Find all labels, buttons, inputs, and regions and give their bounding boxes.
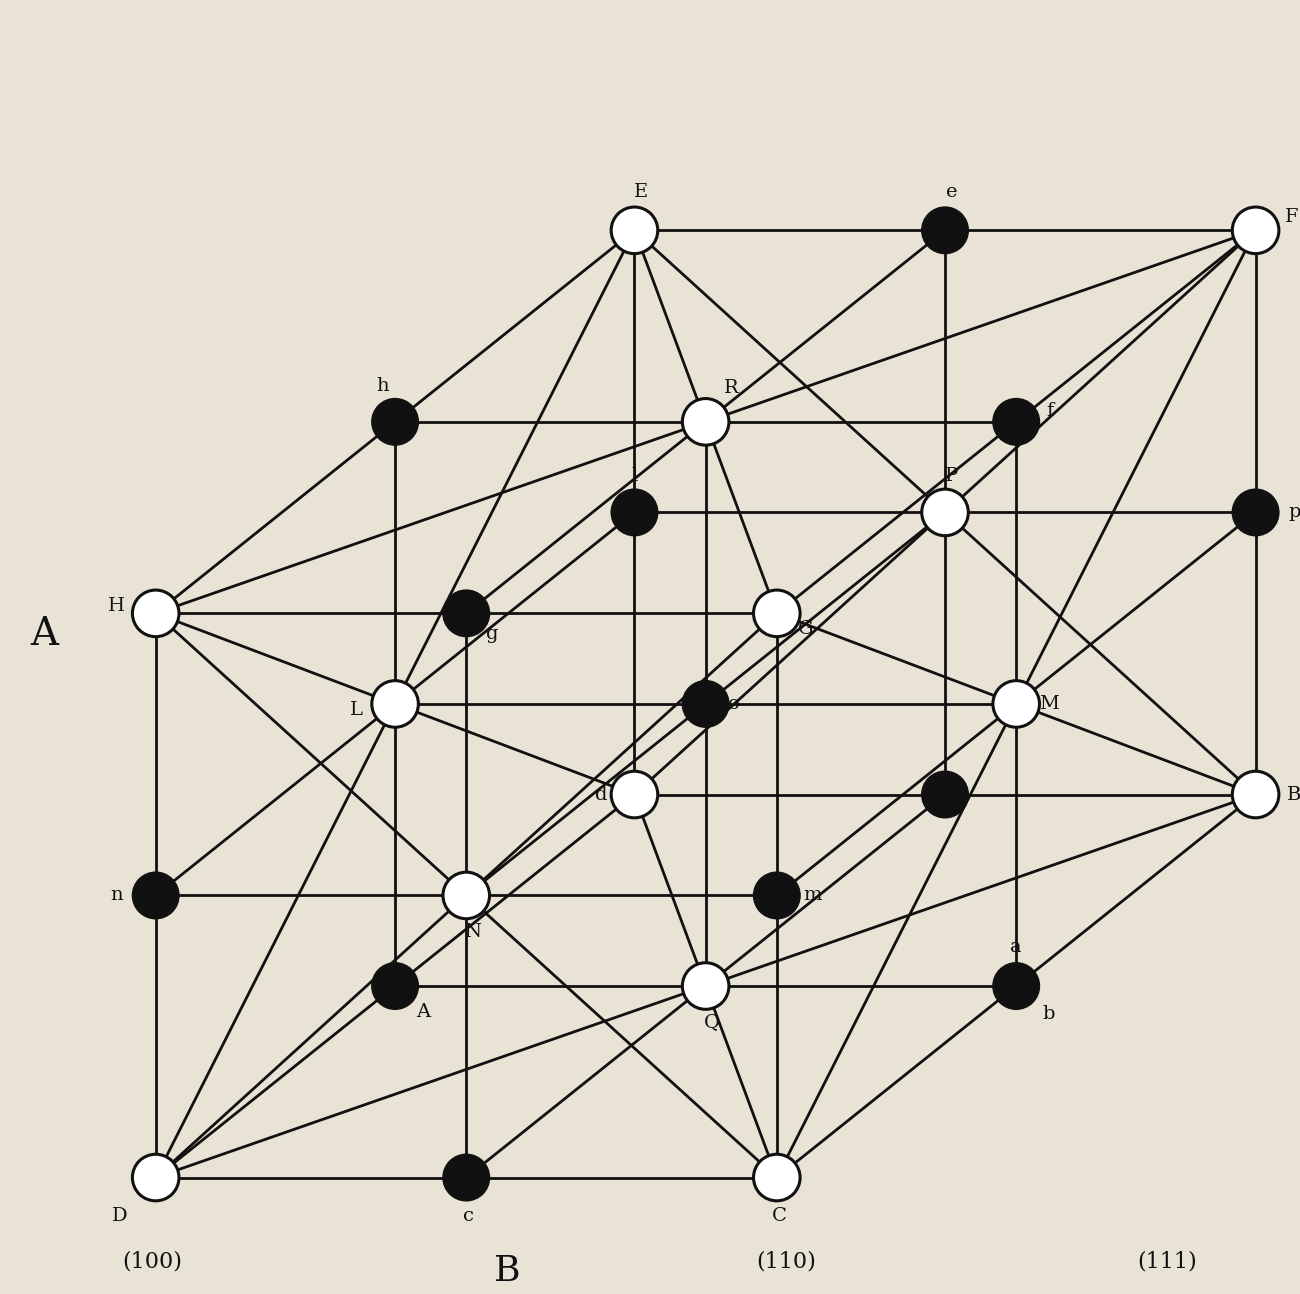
Circle shape xyxy=(993,681,1040,727)
Circle shape xyxy=(1232,489,1279,536)
Text: d: d xyxy=(594,785,607,804)
Text: o: o xyxy=(728,695,740,713)
Circle shape xyxy=(754,872,800,919)
Circle shape xyxy=(372,963,419,1009)
Text: p: p xyxy=(1288,503,1300,521)
Text: m: m xyxy=(803,886,823,905)
Text: B: B xyxy=(494,1254,521,1288)
Text: c: c xyxy=(463,1207,474,1225)
Text: B: B xyxy=(1287,785,1300,804)
Circle shape xyxy=(993,399,1040,445)
Text: D: D xyxy=(112,1207,127,1225)
Circle shape xyxy=(682,399,729,445)
Circle shape xyxy=(682,681,729,727)
Text: A: A xyxy=(416,1003,430,1021)
Text: g: g xyxy=(486,625,498,643)
Circle shape xyxy=(754,590,800,637)
Text: R: R xyxy=(724,379,738,397)
Text: G: G xyxy=(797,620,812,638)
Circle shape xyxy=(993,963,1040,1009)
Circle shape xyxy=(611,207,658,254)
Circle shape xyxy=(133,590,179,637)
Text: h: h xyxy=(376,377,389,395)
Circle shape xyxy=(443,1154,490,1201)
Text: Q: Q xyxy=(705,1013,720,1031)
Text: b: b xyxy=(1043,1005,1054,1024)
Text: C: C xyxy=(772,1207,786,1225)
Text: H: H xyxy=(108,597,125,615)
Circle shape xyxy=(443,872,490,919)
Text: F: F xyxy=(1286,208,1299,226)
Circle shape xyxy=(922,771,968,818)
Circle shape xyxy=(133,1154,179,1201)
Text: E: E xyxy=(634,182,647,201)
Text: M: M xyxy=(1039,695,1058,713)
Text: f: f xyxy=(1046,402,1053,421)
Circle shape xyxy=(1232,207,1279,254)
Text: a: a xyxy=(1010,938,1022,956)
Text: l: l xyxy=(632,467,637,485)
Text: (111): (111) xyxy=(1138,1250,1197,1273)
Text: P: P xyxy=(945,467,958,485)
Circle shape xyxy=(754,1154,800,1201)
Circle shape xyxy=(922,207,968,254)
Circle shape xyxy=(611,489,658,536)
Text: e: e xyxy=(946,182,957,201)
Circle shape xyxy=(922,489,968,536)
Circle shape xyxy=(443,590,490,637)
Circle shape xyxy=(682,963,729,1009)
Circle shape xyxy=(372,681,419,727)
Text: (110): (110) xyxy=(755,1250,816,1273)
Text: A: A xyxy=(30,616,58,652)
Text: n: n xyxy=(111,886,124,905)
Circle shape xyxy=(611,771,658,818)
Text: L: L xyxy=(350,701,363,719)
Circle shape xyxy=(133,872,179,919)
Text: N: N xyxy=(464,923,481,941)
Circle shape xyxy=(372,399,419,445)
Text: (100): (100) xyxy=(122,1250,182,1273)
Circle shape xyxy=(1232,771,1279,818)
